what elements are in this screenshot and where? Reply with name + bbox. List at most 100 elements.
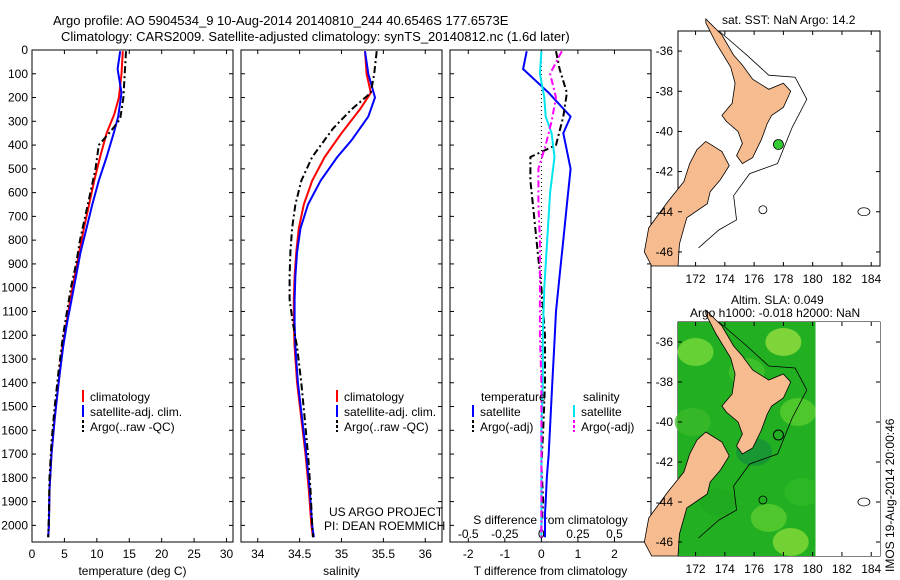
x-axis-label: temperature (deg C)	[78, 564, 186, 578]
series-line-temperature-satellite	[522, 51, 572, 538]
depth-tick-label: 1200	[1, 328, 28, 342]
x-tick-label: 34	[251, 547, 265, 561]
x-tick-label: 25	[187, 547, 201, 561]
isobath-contour	[698, 30, 808, 249]
depth-tick-label: 1900	[1, 495, 28, 509]
series-line-satellite-adj-clim-	[293, 51, 376, 538]
lat-tick-label: -40	[656, 124, 674, 138]
x-tick-label: 15	[123, 547, 137, 561]
seamount-contour	[758, 205, 768, 215]
depth-tick-label: 500	[8, 162, 28, 176]
argo-float-position	[773, 139, 784, 150]
north-island-landmass	[705, 17, 792, 165]
sla-patch	[677, 338, 714, 366]
lon-tick-label: 180	[803, 562, 823, 576]
x-tick-label: -1	[499, 547, 510, 561]
sla-nodata	[815, 322, 880, 556]
lon-tick-label: 174	[715, 272, 735, 286]
sla-map-title-2: Argo h1000: -0.018 h2000: NaN	[690, 306, 861, 320]
series-line-argo-raw-qc-	[288, 51, 378, 538]
sst-map-title: sat. SST: NaN Argo: 14.2	[722, 13, 856, 27]
plot-frame-0	[31, 49, 234, 543]
depth-tick-label: 1700	[1, 447, 28, 461]
sla-patch	[750, 504, 787, 532]
depth-tick-label: 900	[8, 257, 28, 271]
x-tick-label: 34.5	[288, 547, 312, 561]
credit-line-1: US ARGO PROJECT	[329, 505, 444, 519]
x-tick-label: 10	[90, 547, 104, 561]
x-tick-label: 35.5	[372, 547, 396, 561]
seamount-contour	[758, 495, 768, 505]
lon-tick-label: 178	[773, 562, 793, 576]
depth-tick-label: 1100	[2, 304, 28, 318]
profile-title: Argo profile: AO 5904534_9 10-Aug-2014 2…	[53, 13, 509, 28]
legend-label: climatology	[90, 390, 150, 404]
sla-patch	[765, 328, 802, 356]
x-tick-label: 30	[220, 547, 234, 561]
timestamp-stamp: IMOS 19-Aug-2014 20:00:46	[883, 418, 897, 572]
legend-label: Argo(..raw -QC)	[90, 420, 175, 434]
legend-label: Argo(..raw -QC)	[344, 420, 429, 434]
lon-tick-label: 172	[686, 562, 706, 576]
s-diff-tick-label: -0.25	[491, 527, 519, 541]
legend-label: climatology	[344, 390, 404, 404]
sla-patch	[780, 398, 817, 426]
x-tick-label: 5	[61, 547, 68, 561]
s-diff-tick-label: 0.5	[606, 527, 623, 541]
x-tick-label: 1	[575, 547, 582, 561]
depth-tick-label: 200	[8, 91, 28, 105]
legend-label: satellite	[480, 405, 521, 419]
depth-tick-label: 300	[8, 114, 28, 128]
depth-tick-label: 1400	[1, 376, 28, 390]
x-tick-label: -2	[463, 547, 474, 561]
south-island-landmass	[643, 140, 730, 267]
x-tick-label: 0	[538, 547, 545, 561]
depth-tick-label: 100	[8, 67, 28, 81]
depth-tick-label: 1500	[1, 400, 28, 414]
chatham-islands	[857, 207, 871, 217]
climatology-title: Climatology: CARS2009. Satellite-adjuste…	[61, 29, 570, 44]
lon-tick-label: 176	[744, 272, 764, 286]
lon-tick-label: 182	[832, 272, 852, 286]
depth-tick-label: 1800	[1, 471, 28, 485]
x-tick-label: 20	[155, 547, 169, 561]
south-island-landmass	[643, 431, 730, 557]
lat-tick-label: -36	[656, 335, 674, 349]
depth-tick-label: 1600	[1, 423, 28, 437]
x-axis-label: T difference from climatology	[474, 564, 628, 578]
series-line-argo-raw-qc-	[47, 51, 127, 538]
s-diff-tick-label: -0.5	[458, 527, 479, 541]
lat-tick-label: -46	[656, 535, 674, 549]
depth-tick-label: 2000	[1, 518, 28, 532]
sla-patch	[699, 488, 736, 516]
depth-tick-label: 700	[8, 209, 28, 223]
sla-patch	[772, 528, 809, 556]
lat-tick-label: -38	[656, 375, 674, 389]
chatham-islands	[857, 497, 871, 507]
legend-label: Argo(-adj)	[581, 420, 634, 434]
credit-line-2: PI: DEAN ROEMMICH	[324, 519, 446, 533]
depth-tick-label: 600	[8, 186, 28, 200]
depth-tick-label: 400	[8, 138, 28, 152]
lat-tick-label: -36	[656, 44, 674, 58]
lat-tick-label: -40	[656, 415, 674, 429]
x-axis-label: salinity	[323, 564, 360, 578]
s-diff-tick-label: 0.25	[566, 527, 590, 541]
lat-tick-label: -42	[656, 165, 674, 179]
sla-patch	[784, 478, 821, 506]
lon-tick-label: 180	[803, 272, 823, 286]
plot-frame-1	[240, 49, 443, 543]
lon-tick-label: 172	[686, 272, 706, 286]
lon-tick-label: 176	[744, 562, 764, 576]
lat-tick-label: -44	[656, 495, 674, 509]
sla-patch	[674, 408, 711, 436]
lat-tick-label: -38	[656, 84, 674, 98]
depth-tick-label: 800	[8, 233, 28, 247]
depth-tick-label: 1000	[1, 281, 28, 295]
sla-map-title-1: Altim. SLA: 0.049	[731, 293, 824, 307]
x-tick-label: 2	[611, 547, 618, 561]
lat-tick-label: -46	[656, 245, 674, 259]
depth-tick-label: 0	[21, 43, 28, 57]
legend-label: satellite-adj. clim.	[344, 405, 436, 419]
